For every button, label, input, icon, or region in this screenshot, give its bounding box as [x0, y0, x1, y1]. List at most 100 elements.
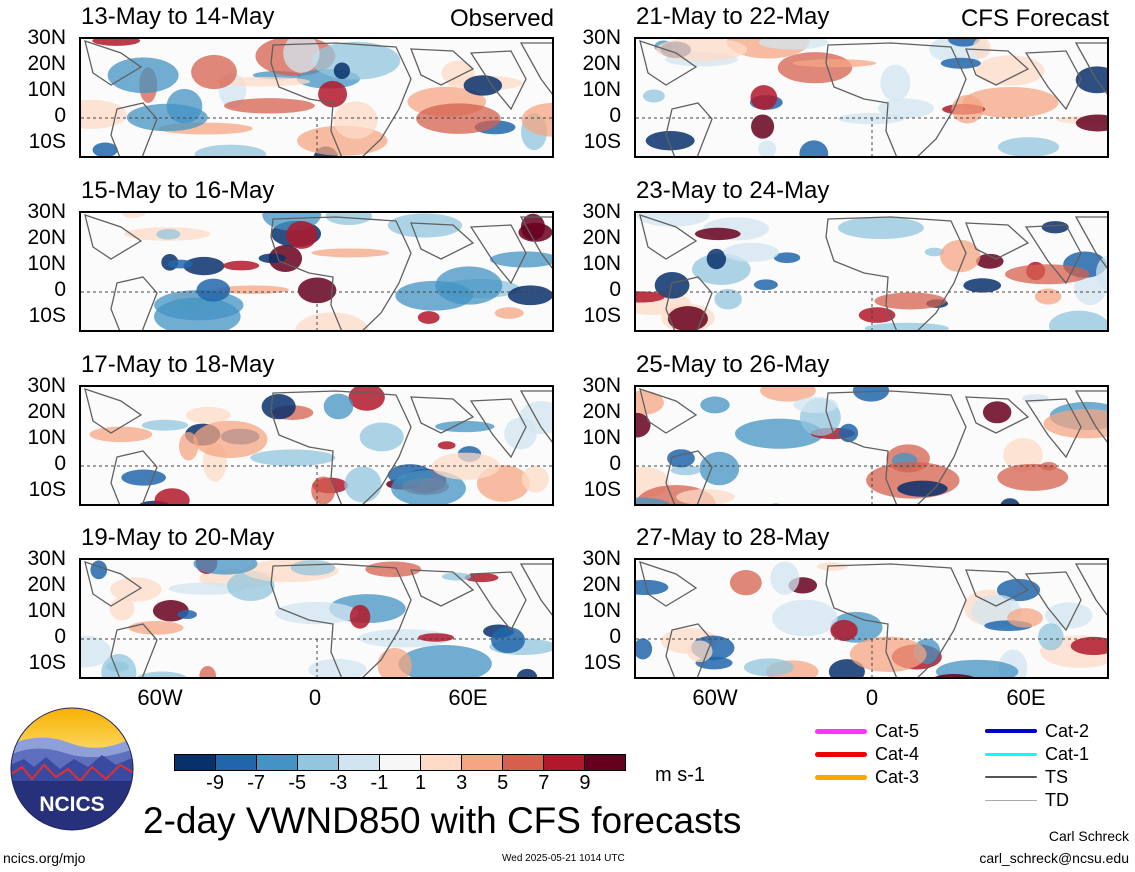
coastline	[965, 569, 1030, 607]
footer-author: Carl Schreck	[1048, 828, 1129, 844]
legend-line	[985, 729, 1037, 733]
coastline	[825, 563, 967, 677]
latitude-label: 0	[54, 278, 66, 301]
map-panel: 25-May to 26-May	[634, 351, 1109, 506]
coastline	[110, 276, 158, 330]
map-panel: 15-May to 16-May	[79, 177, 554, 332]
legend-line	[815, 774, 867, 780]
latitude-label: 10N	[27, 599, 66, 622]
lon-label-60w-right: 60W	[692, 685, 738, 710]
footer-timestamp: Wed 2025-05-21 1014 UTC	[502, 853, 625, 864]
colorbar-tick-label: 1	[414, 772, 427, 794]
coastline	[84, 561, 143, 607]
colorbar-tick-label: 9	[579, 772, 591, 794]
colorbar-swatch	[421, 755, 462, 770]
coastline	[665, 102, 713, 156]
latitude-label: 30N	[27, 26, 66, 49]
coastline	[84, 40, 143, 86]
latitude-label: 0	[609, 278, 621, 301]
latitude-label: 10S	[28, 304, 66, 327]
coastline	[110, 623, 158, 677]
coastline	[965, 48, 1030, 86]
colorbar-swatch	[380, 755, 421, 770]
latitude-label: 20N	[27, 400, 66, 423]
map-field	[636, 561, 1107, 677]
legend-label: Cat-5	[875, 721, 920, 741]
ncics-logo: NCICS	[10, 707, 134, 831]
latitude-label: 0	[54, 625, 66, 648]
coastline	[410, 569, 475, 607]
coastline	[410, 48, 475, 86]
colorbar-swatch	[216, 755, 257, 770]
wind-anomaly-map	[79, 558, 554, 679]
coastline	[639, 214, 698, 260]
coastline	[410, 396, 475, 434]
map-panel: 23-May to 24-May	[634, 177, 1109, 332]
latitude-label: 20N	[582, 400, 621, 423]
coastline	[270, 390, 412, 504]
latitude-label: 10S	[583, 304, 621, 327]
latitude-label: 0	[609, 625, 621, 648]
colorbar-swatch	[544, 755, 585, 770]
latitude-label: 30N	[582, 374, 621, 397]
legend-label: Cat-1	[1045, 744, 1090, 764]
latitude-label: 10S	[583, 478, 621, 501]
latitude-label: 20N	[582, 226, 621, 249]
panel-date-range: 25-May to 26-May	[636, 351, 830, 378]
legend-label: Cat-4	[875, 744, 920, 764]
panel-date-range: 21-May to 22-May	[636, 3, 830, 30]
coastline	[1074, 216, 1107, 269]
coastline	[469, 224, 527, 285]
panel-tag: CFS Forecast	[960, 5, 1109, 32]
legend-line	[815, 728, 867, 734]
lon-label-60w-left: 60W	[137, 685, 183, 710]
latitude-label: 10S	[28, 478, 66, 501]
wind-anomaly-map	[634, 558, 1109, 679]
coastline	[825, 390, 967, 504]
legend-label: Cat-2	[1045, 721, 1090, 741]
latitude-label: 20N	[582, 573, 621, 596]
latitude-label: 10N	[27, 426, 66, 449]
coastline	[469, 50, 527, 111]
map-field	[81, 39, 552, 156]
wind-anomaly-map	[79, 211, 554, 332]
colorbar-tick-label: -5	[288, 772, 307, 794]
map-panel: 19-May to 20-May	[79, 524, 554, 679]
coastline	[639, 561, 698, 607]
legend-line	[815, 751, 867, 757]
coastline	[1024, 571, 1082, 632]
map-panel: 13-May to 14-May Observed	[79, 3, 554, 158]
latitude-label: 0	[54, 104, 66, 127]
legend-label: TS	[1045, 767, 1069, 787]
coastline	[1024, 398, 1082, 459]
map-field	[636, 39, 1107, 156]
coastline	[639, 40, 698, 86]
colorbar-swatch	[585, 755, 625, 770]
latitude-label: 10N	[582, 599, 621, 622]
coastline	[1074, 390, 1107, 443]
panel-date-range: 15-May to 16-May	[81, 177, 275, 204]
coastline	[1024, 224, 1082, 285]
map-field	[636, 387, 1107, 504]
latitude-label: 10S	[28, 130, 66, 153]
latitude-label: 0	[609, 104, 621, 127]
latitude-label: 10S	[28, 651, 66, 674]
coastline	[519, 390, 552, 443]
wind-anomaly-map	[634, 37, 1109, 158]
latitude-label: 10N	[582, 426, 621, 449]
coastline	[84, 214, 143, 260]
colorbar	[174, 754, 626, 771]
lon-label-60e-left: 60E	[448, 685, 488, 710]
coastline	[270, 563, 412, 677]
map-panel: 21-May to 22-May CFS Forecast	[634, 3, 1109, 158]
wind-anomaly-map	[79, 385, 554, 506]
figure-title: 2-day VWND850 with CFS forecasts	[143, 800, 742, 841]
latitude-label: 30N	[27, 200, 66, 223]
map-field	[81, 560, 552, 677]
panel-date-range: 13-May to 14-May	[81, 3, 275, 30]
coastline	[519, 42, 552, 95]
colorbar-swatch	[175, 755, 216, 770]
colorbar-tick-label: 7	[538, 772, 550, 794]
colorbar-swatch	[462, 755, 503, 770]
coastline	[665, 276, 713, 330]
